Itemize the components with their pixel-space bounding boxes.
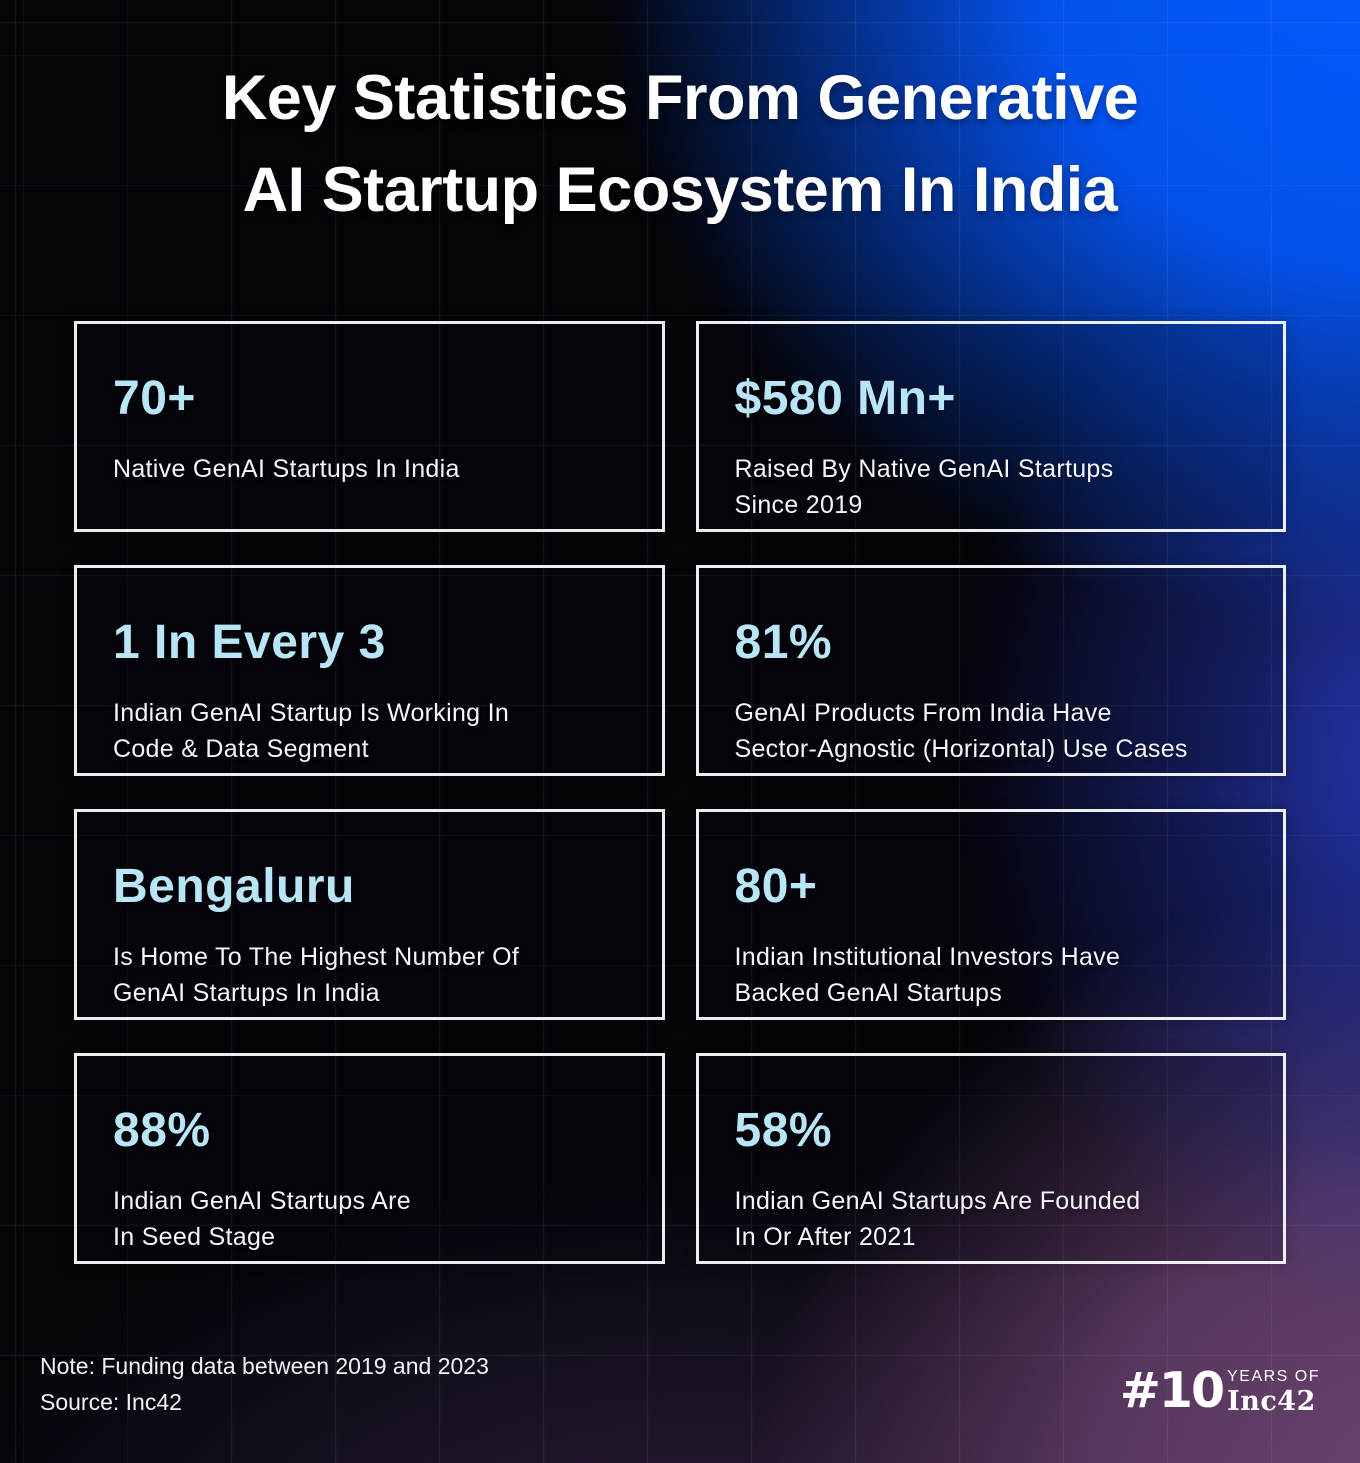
stat-card-native-startups: 70+ Native GenAI Startups In India [74,321,665,532]
stat-card-grid: 70+ Native GenAI Startups In India $580 … [74,321,1286,1264]
logo-hash10-text: #10 [1119,1362,1225,1419]
stat-card-founded-after-2021: 58% Indian GenAI Startups Are Founded In… [695,1053,1286,1264]
stat-card-seed-stage: 88% Indian GenAI Startups Are In Seed St… [74,1053,665,1264]
stat-value: 88% [113,1104,211,1157]
footnote-source: Source: Inc42 [40,1389,182,1415]
stat-description: Indian Institutional Investors Have Back… [734,943,1121,1008]
page-title: Key Statistics From Generative AI Startup… [0,52,1360,236]
logo-inc42-wordmark: Inc42 [1227,1386,1316,1417]
stat-value: $580 Mn+ [734,372,956,425]
stat-card-bengaluru: Bengaluru Is Home To The Highest Number … [74,809,665,1020]
stat-description: Indian GenAI Startups Are In Seed Stage [113,1187,411,1252]
stat-value: 80+ [734,860,818,913]
stat-description: Indian GenAI Startup Is Working In Code … [113,699,510,764]
stat-description: GenAI Products From India Have Sector-Ag… [734,699,1188,764]
stat-value: 1 In Every 3 [113,616,386,669]
stat-value: Bengaluru [113,860,355,913]
stat-description: Is Home To The Highest Number Of GenAI S… [113,943,520,1008]
stat-card-code-data-segment: 1 In Every 3 Indian GenAI Startup Is Wor… [74,565,665,776]
stat-description: Native GenAI Startups In India [113,455,460,484]
page-title-line-2: AI Startup Ecosystem In India [242,155,1118,225]
stat-value: 70+ [113,372,196,425]
footnote-note: Note: Funding data between 2019 and 2023 [40,1353,489,1379]
stat-card-institutional-investors: 80+ Indian Institutional Investors Have … [695,809,1286,1020]
logo-text-stack: YEARS OF Inc42 [1227,1366,1320,1416]
stat-card-funding-raised: $580 Mn+ Raised By Native GenAI Startups… [695,321,1286,532]
stat-description: Indian GenAI Startups Are Founded In Or … [734,1187,1141,1252]
logo-years-of-text: YEARS OF [1227,1368,1320,1385]
footnote: Note: Funding data between 2019 and 2023… [40,1348,489,1420]
page-title-line-1: Key Statistics From Generative [221,63,1139,133]
stat-value: 58% [734,1104,833,1157]
stat-description: Raised By Native GenAI Startups Since 20… [734,455,1114,520]
inc42-ten-years-logo: #10 YEARS OF Inc42 [1120,1366,1320,1416]
stat-card-horizontal-use-cases: 81% GenAI Products From India Have Secto… [695,565,1286,776]
stat-value: 81% [734,616,833,669]
